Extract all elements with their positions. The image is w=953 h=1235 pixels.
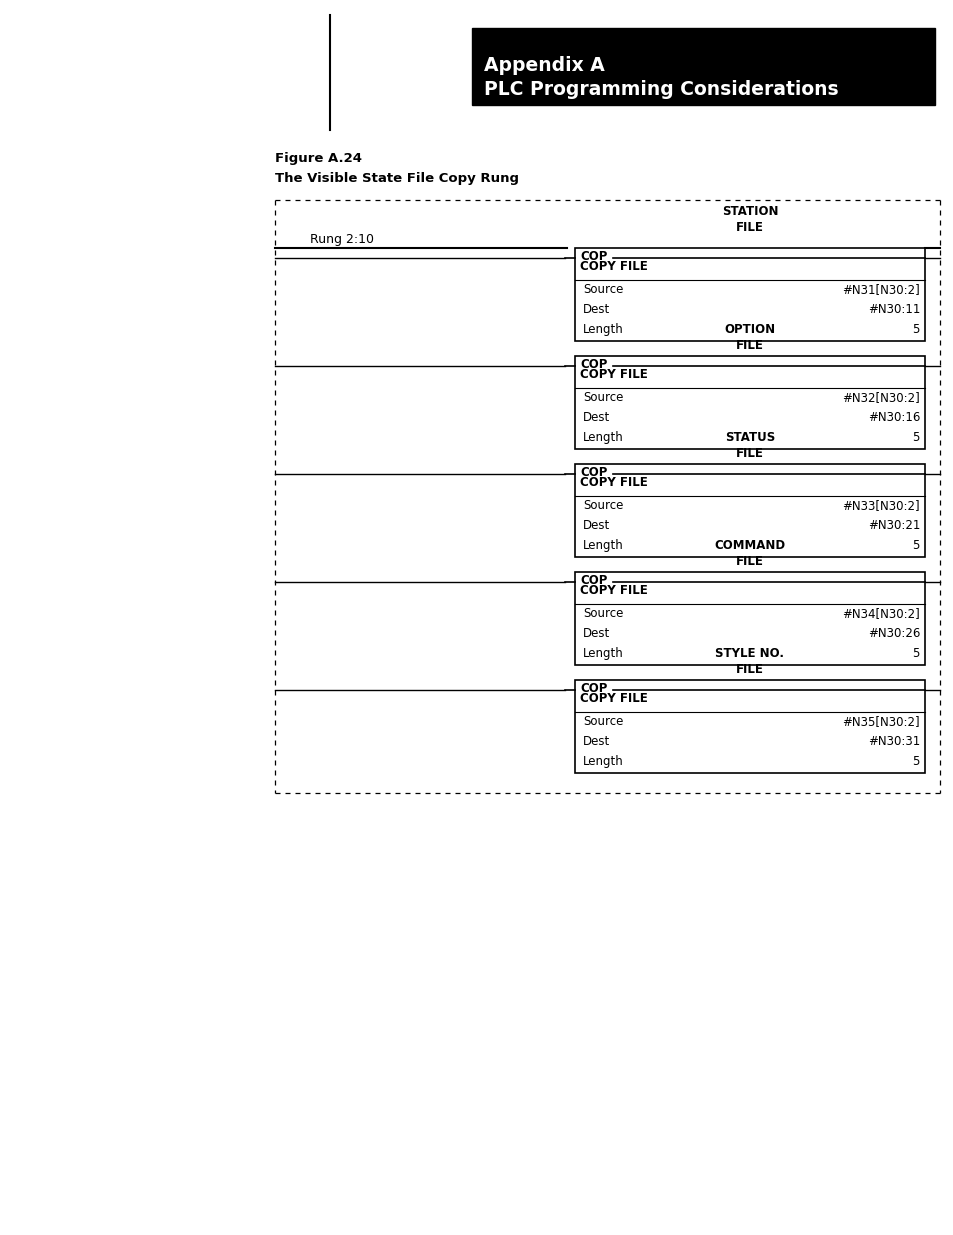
Text: COPY FILE: COPY FILE <box>579 692 647 705</box>
Text: Source: Source <box>582 391 622 404</box>
Text: Source: Source <box>582 606 622 620</box>
Text: Dest: Dest <box>582 411 610 424</box>
Text: #N30:21: #N30:21 <box>866 519 919 532</box>
Text: Length: Length <box>582 538 623 552</box>
Bar <box>575 356 924 450</box>
Text: COP: COP <box>579 358 607 370</box>
Text: 5: 5 <box>912 647 919 659</box>
Text: Dest: Dest <box>582 519 610 532</box>
Bar <box>575 464 924 557</box>
Text: #N34[N30:2]: #N34[N30:2] <box>841 606 919 620</box>
Text: COP: COP <box>579 682 607 695</box>
Text: COPY FILE: COPY FILE <box>579 584 647 597</box>
Text: COPY FILE: COPY FILE <box>579 368 647 382</box>
Bar <box>575 680 924 773</box>
Text: The Visible State File Copy Rung: The Visible State File Copy Rung <box>274 172 518 185</box>
Text: PLC Programming Considerations: PLC Programming Considerations <box>483 80 838 99</box>
Text: FILE: FILE <box>736 663 763 676</box>
Text: COP: COP <box>579 249 607 263</box>
Text: COP: COP <box>579 574 607 587</box>
Text: #N32[N30:2]: #N32[N30:2] <box>841 391 919 404</box>
Text: Appendix A: Appendix A <box>483 56 604 75</box>
Text: 5: 5 <box>912 431 919 445</box>
Bar <box>472 28 934 105</box>
Text: COPY FILE: COPY FILE <box>579 475 647 489</box>
Text: #N33[N30:2]: #N33[N30:2] <box>841 499 919 513</box>
Text: Figure A.24: Figure A.24 <box>274 152 361 165</box>
Bar <box>575 572 924 664</box>
Text: #N30:11: #N30:11 <box>866 303 919 316</box>
Text: COP: COP <box>579 466 607 479</box>
Text: STYLE NO.: STYLE NO. <box>715 647 783 659</box>
Text: FILE: FILE <box>736 338 763 352</box>
Text: Length: Length <box>582 647 623 659</box>
Text: COPY FILE: COPY FILE <box>579 261 647 273</box>
Text: FILE: FILE <box>736 221 763 233</box>
Text: Dest: Dest <box>582 735 610 748</box>
Text: 5: 5 <box>912 755 919 768</box>
Text: 5: 5 <box>912 538 919 552</box>
Text: #N30:31: #N30:31 <box>867 735 919 748</box>
Text: STATION: STATION <box>721 205 778 219</box>
Text: Length: Length <box>582 324 623 336</box>
Text: Source: Source <box>582 499 622 513</box>
Text: Dest: Dest <box>582 627 610 640</box>
Text: #N30:16: #N30:16 <box>866 411 919 424</box>
Text: STATUS: STATUS <box>724 431 774 445</box>
Text: Length: Length <box>582 431 623 445</box>
Text: OPTION: OPTION <box>723 324 775 336</box>
Text: #N30:26: #N30:26 <box>866 627 919 640</box>
Text: Rung 2:10: Rung 2:10 <box>310 233 374 246</box>
Text: #N35[N30:2]: #N35[N30:2] <box>841 715 919 727</box>
Text: Dest: Dest <box>582 303 610 316</box>
Text: COMMAND: COMMAND <box>714 538 784 552</box>
Text: #N31[N30:2]: #N31[N30:2] <box>841 283 919 296</box>
Text: FILE: FILE <box>736 555 763 568</box>
Text: 5: 5 <box>912 324 919 336</box>
Text: Length: Length <box>582 755 623 768</box>
Text: Source: Source <box>582 283 622 296</box>
Text: FILE: FILE <box>736 447 763 459</box>
Text: Source: Source <box>582 715 622 727</box>
Bar <box>575 248 924 341</box>
